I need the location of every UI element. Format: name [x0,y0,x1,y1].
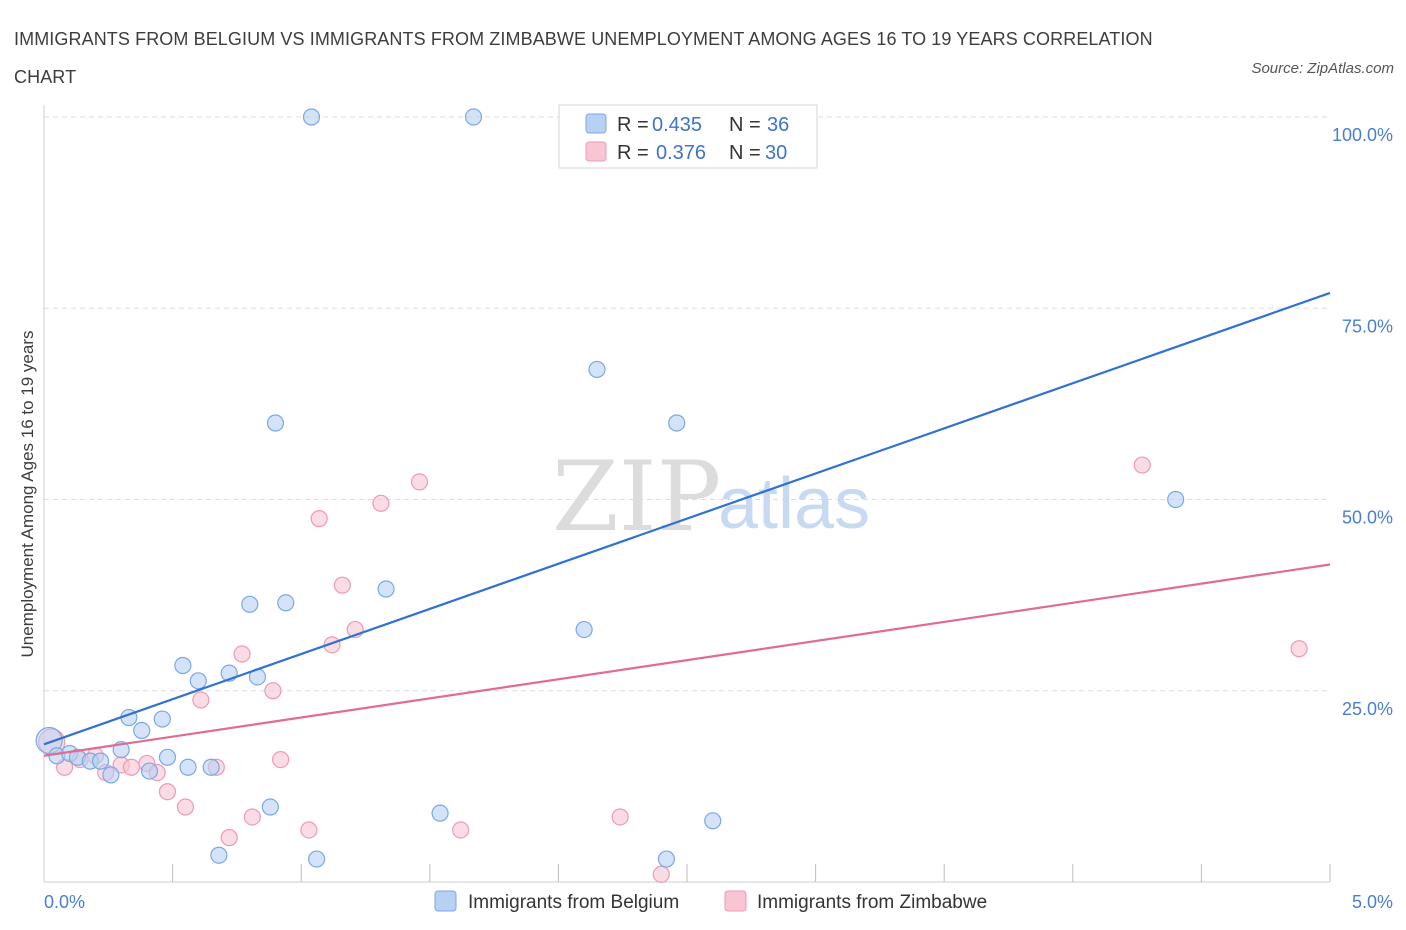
point-zimbabwe-15 [243,808,261,826]
point-zimbabwe-26 [611,808,629,826]
point-belgium-28 [464,108,483,126]
point-belgium-25 [308,850,326,868]
point-belgium-14 [179,758,197,776]
point-belgium-23 [277,594,295,612]
point-belgium-33 [704,812,722,830]
legend-r-label-belgium: R = [617,114,649,136]
point-belgium-12 [158,748,177,766]
point-belgium-15 [189,672,207,690]
point-belgium-21 [261,798,279,816]
trend-line-zimbabwe [43,563,1331,757]
y-tick-label-100: 100.0% [1332,125,1393,145]
legend-n-value-belgium: 36 [767,114,789,136]
point-belgium-27 [431,804,449,822]
point-zimbabwe-23 [372,494,390,512]
point-zimbabwe-14 [233,645,251,663]
point-zimbabwe-10 [176,798,195,816]
point-belgium-24 [302,108,321,126]
chart-title: IMMIGRANTS FROM BELGIUM VS IMMIGRANTS FR… [14,29,1153,87]
point-zimbabwe-6 [122,758,141,776]
legend-box: R = 0.435 N = 36 R = 0.376 N = 30 [558,104,818,169]
bottom-legend-label-belgium: Immigrants from Belgium [468,892,679,913]
series-belgium-points [35,108,1185,868]
point-zimbabwe-19 [310,510,328,528]
point-belgium-29 [575,620,593,639]
trend-line-belgium [43,291,1331,746]
point-belgium-5 [91,752,110,770]
point-zimbabwe-17 [272,750,290,769]
point-belgium-26 [377,580,395,598]
watermark-atlas: atlas [718,464,870,544]
point-belgium-11 [153,710,171,728]
point-zimbabwe-16 [264,682,282,700]
point-belgium-16 [202,758,220,776]
trend-lines [43,291,1331,757]
point-zimbabwe-9 [158,783,177,801]
bottom-legend: Immigrants from Belgium Immigrants from … [434,890,987,913]
point-belgium-32 [668,414,686,432]
y-tick-labels: 25.0% 50.0% 75.0% 100.0% [1332,125,1393,719]
source-credit: Source: ZipAtlas.com [1251,60,1394,77]
point-belgium-17 [210,846,228,864]
legend-r-value-belgium: 0.435 [652,114,702,136]
point-zimbabwe-21 [333,576,351,594]
legend-n-value-zimbabwe: 30 [765,142,787,164]
point-zimbabwe-28 [1133,456,1151,474]
y-axis-label: Unemployment Among Ages 16 to 19 years [18,331,37,658]
x-tick-label-max: 5.0% [1352,892,1393,912]
point-zimbabwe-13 [220,829,238,847]
point-zimbabwe-11 [192,691,210,709]
point-belgium-31 [657,850,676,868]
y-tick-label-75: 75.0% [1342,316,1393,336]
point-belgium-19 [241,595,259,613]
legend-r-label-zimbabwe: R = [617,142,649,164]
legend-n-label-zimbabwe: N = [729,142,761,164]
legend-r-value-zimbabwe: 0.376 [656,142,706,164]
point-zimbabwe-27 [652,865,670,883]
x-tick-marks [172,864,1331,882]
grid-layer [44,116,1330,692]
watermark-zip: ZIP [552,441,721,553]
point-belgium-9 [133,721,151,740]
point-zimbabwe-18 [300,821,318,839]
point-belgium-6 [102,766,120,784]
y-tick-label-50: 50.0% [1342,508,1393,528]
point-belgium-13 [174,656,192,675]
y-tick-label-25: 25.0% [1342,699,1393,719]
bottom-legend-swatch-belgium [434,890,457,912]
point-zimbabwe-25 [452,821,470,839]
point-belgium-30 [588,360,606,379]
point-belgium-35 [1167,490,1185,509]
legend-swatch-belgium [585,113,607,134]
point-zimbabwe-29 [1290,640,1308,658]
legend-n-label-belgium: N = [729,114,761,136]
point-belgium-10 [140,762,159,780]
legend-swatch-zimbabwe [585,141,607,162]
point-zimbabwe-24 [410,473,429,491]
bottom-legend-swatch-zimbabwe [724,890,747,912]
point-belgium-22 [266,414,285,432]
x-tick-label-min: 0.0% [44,892,85,912]
bottom-legend-label-zimbabwe: Immigrants from Zimbabwe [757,892,987,913]
